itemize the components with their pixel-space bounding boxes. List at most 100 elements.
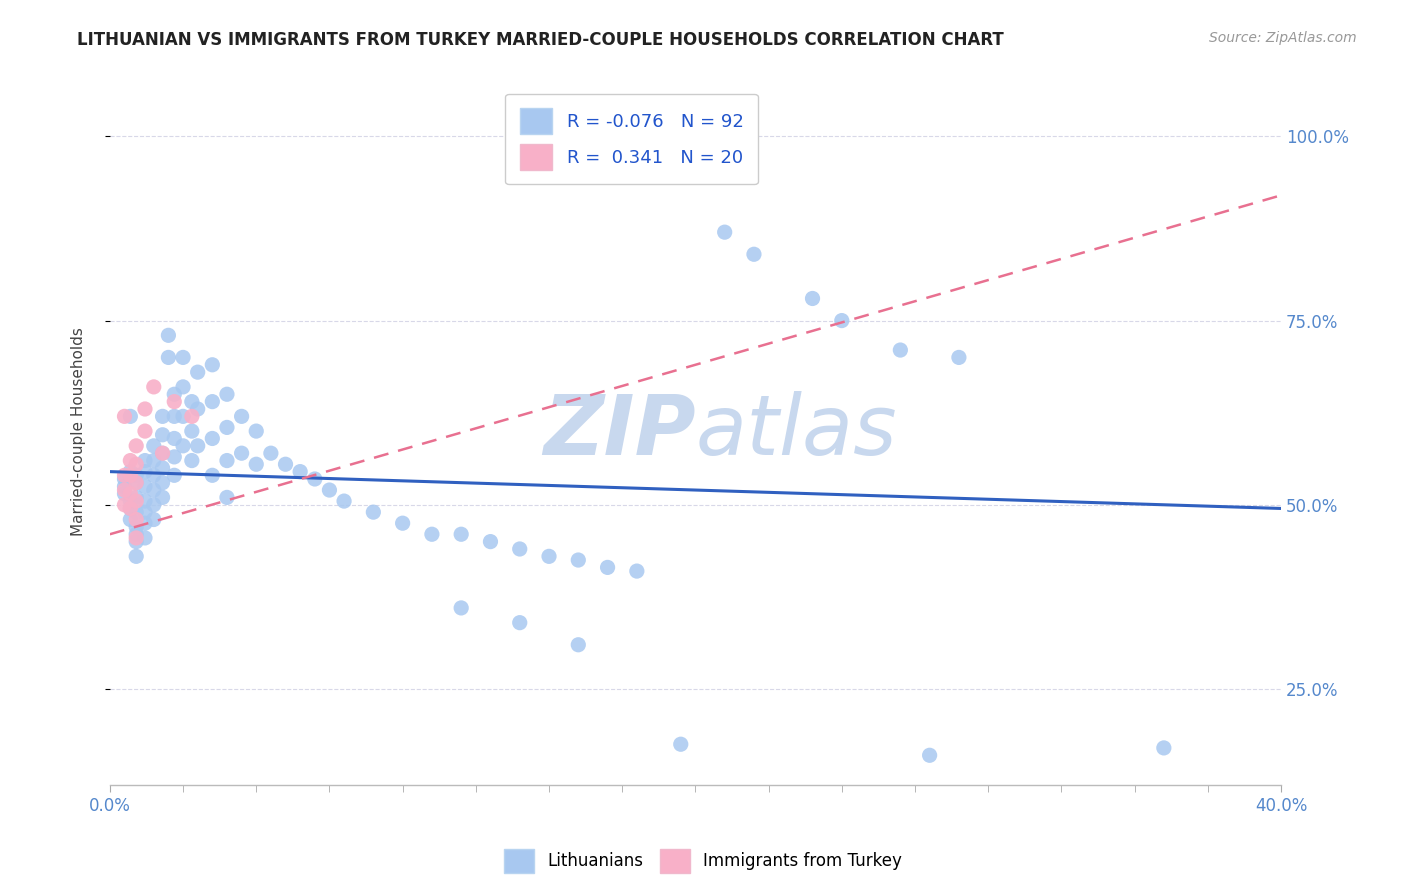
Point — [187, 439, 209, 453]
Point — [120, 501, 142, 516]
Point — [152, 427, 174, 442]
Point — [125, 534, 148, 549]
Point — [114, 409, 136, 424]
Text: ZIP: ZIP — [543, 391, 696, 472]
Point — [134, 531, 156, 545]
Point — [948, 351, 970, 365]
Point — [201, 468, 224, 483]
Point — [120, 465, 142, 479]
Point — [509, 615, 531, 630]
Point — [142, 439, 165, 453]
Point — [1153, 740, 1175, 755]
Point — [391, 516, 413, 531]
Point — [125, 549, 148, 564]
Point — [215, 387, 238, 401]
Point — [318, 483, 340, 497]
Point — [172, 380, 194, 394]
Point — [134, 516, 156, 531]
Point — [172, 351, 194, 365]
Point — [134, 424, 156, 438]
Point — [260, 446, 283, 460]
Point — [288, 465, 311, 479]
Point — [125, 439, 148, 453]
Point — [596, 560, 619, 574]
Point — [125, 491, 148, 505]
Point — [120, 487, 142, 501]
Point — [245, 424, 267, 438]
Point — [420, 527, 443, 541]
Point — [831, 313, 853, 327]
Point — [450, 527, 472, 541]
Point — [180, 409, 202, 424]
Point — [333, 494, 356, 508]
Point — [125, 520, 148, 534]
Point — [114, 479, 136, 493]
Point — [669, 166, 692, 180]
Point — [567, 638, 589, 652]
Legend: Lithuanians, Immigrants from Turkey: Lithuanians, Immigrants from Turkey — [498, 842, 908, 880]
Point — [172, 439, 194, 453]
Point — [114, 468, 136, 483]
Point — [163, 432, 186, 446]
Text: atlas: atlas — [696, 391, 897, 472]
Point — [125, 494, 148, 508]
Point — [142, 380, 165, 394]
Point — [125, 512, 148, 526]
Point — [125, 531, 148, 545]
Point — [157, 351, 180, 365]
Point — [163, 394, 186, 409]
Point — [180, 424, 202, 438]
Point — [134, 505, 156, 519]
Point — [626, 564, 648, 578]
Text: LITHUANIAN VS IMMIGRANTS FROM TURKEY MARRIED-COUPLE HOUSEHOLDS CORRELATION CHART: LITHUANIAN VS IMMIGRANTS FROM TURKEY MAR… — [77, 31, 1004, 49]
Point — [201, 358, 224, 372]
Point — [245, 457, 267, 471]
Point — [567, 553, 589, 567]
Text: Source: ZipAtlas.com: Source: ZipAtlas.com — [1209, 31, 1357, 45]
Point — [801, 292, 824, 306]
Point — [120, 409, 142, 424]
Point — [134, 453, 156, 467]
Point — [152, 446, 174, 460]
Point — [509, 541, 531, 556]
Point — [142, 483, 165, 497]
Point — [125, 475, 148, 490]
Point — [120, 501, 142, 516]
Point — [889, 343, 911, 357]
Point — [134, 494, 156, 508]
Point — [142, 468, 165, 483]
Point — [120, 453, 142, 467]
Point — [163, 450, 186, 464]
Point — [201, 432, 224, 446]
Point — [120, 494, 142, 508]
Point — [163, 387, 186, 401]
Point — [114, 487, 136, 501]
Point — [450, 601, 472, 615]
Point — [152, 475, 174, 490]
Point — [669, 737, 692, 751]
Point — [125, 527, 148, 541]
Point — [215, 491, 238, 505]
Point — [163, 468, 186, 483]
Y-axis label: Married-couple Households: Married-couple Households — [72, 326, 86, 535]
Point — [537, 549, 560, 564]
Point — [363, 505, 385, 519]
Point — [125, 505, 148, 519]
Point — [134, 402, 156, 417]
Point — [231, 446, 253, 460]
Point — [918, 748, 941, 763]
Point — [231, 409, 253, 424]
Point — [157, 328, 180, 343]
Point — [125, 457, 148, 471]
Point — [304, 472, 326, 486]
Point — [120, 468, 142, 483]
Point — [152, 461, 174, 475]
Point — [163, 409, 186, 424]
Legend: R = -0.076   N = 92, R =  0.341   N = 20: R = -0.076 N = 92, R = 0.341 N = 20 — [505, 94, 758, 185]
Point — [172, 409, 194, 424]
Point — [152, 446, 174, 460]
Point — [187, 402, 209, 417]
Point — [134, 479, 156, 493]
Point — [215, 420, 238, 434]
Point — [479, 534, 502, 549]
